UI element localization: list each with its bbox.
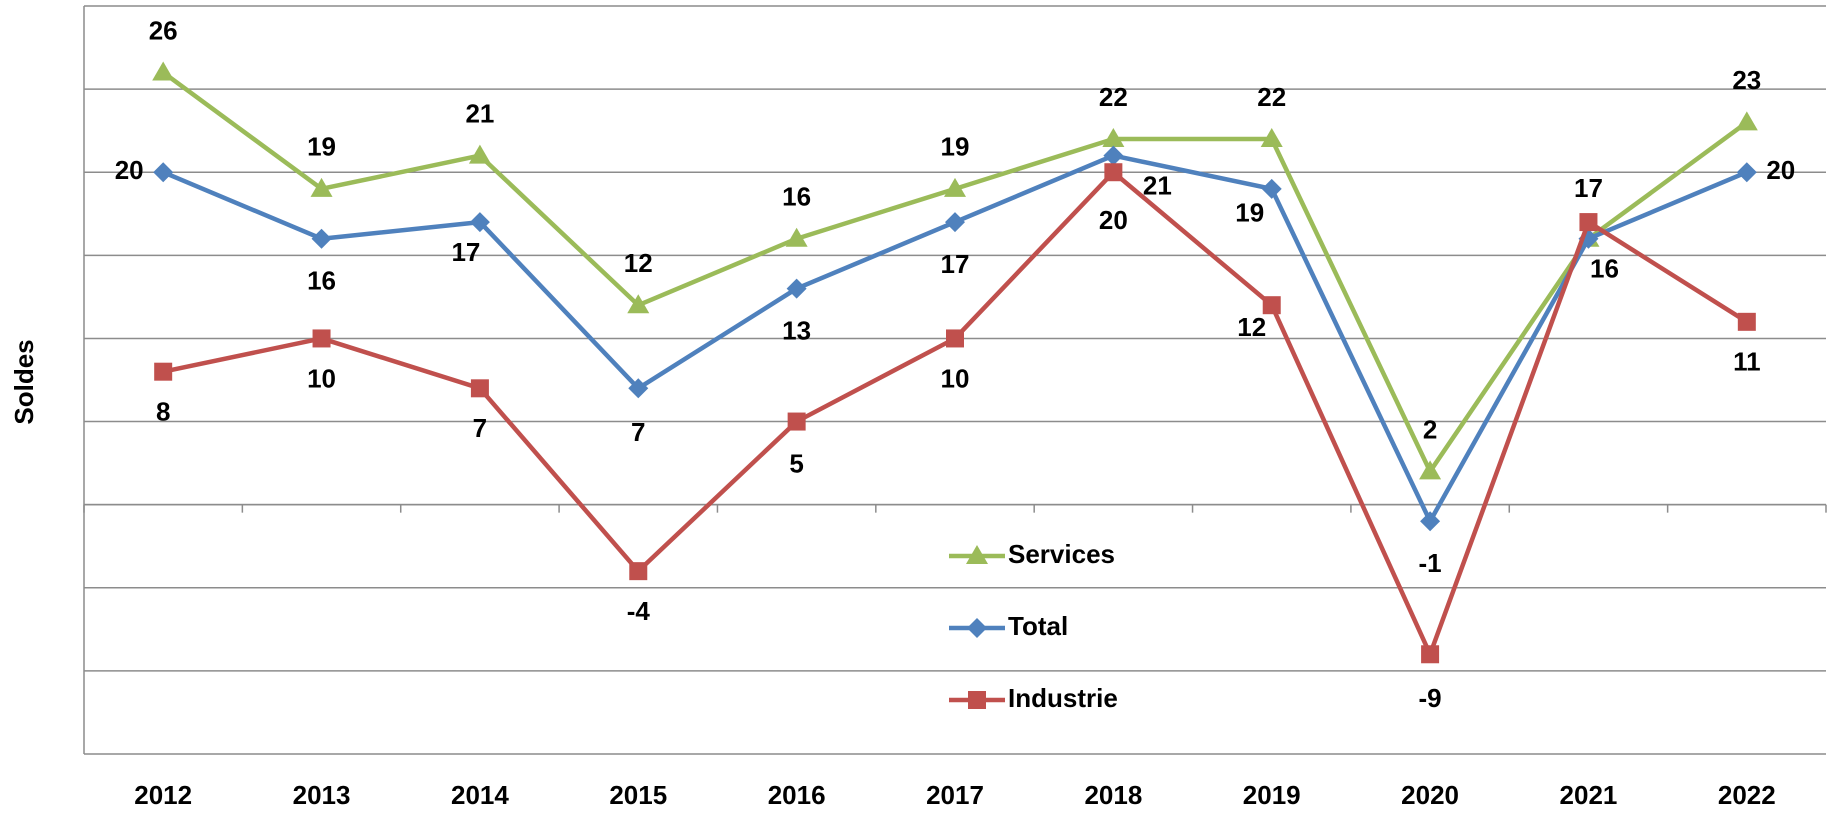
- data-point: [153, 162, 174, 183]
- data-point: [1736, 162, 1757, 183]
- data-label: 10: [941, 363, 970, 393]
- x-tick-label: 2015: [609, 780, 667, 810]
- data-label: 5: [789, 448, 803, 478]
- data-label: 11: [1733, 347, 1761, 377]
- data-point: [1420, 511, 1441, 532]
- data-label: 2: [1423, 414, 1437, 444]
- data-label: 23: [1732, 65, 1761, 95]
- data-point: [470, 379, 489, 398]
- x-tick-label: 2012: [134, 780, 192, 810]
- data-point: [1735, 111, 1758, 131]
- data-label: 16: [782, 182, 811, 212]
- data-point: [1102, 127, 1125, 147]
- x-tick-label: 2021: [1560, 780, 1618, 810]
- data-label: 20: [1766, 155, 1795, 185]
- data-label: 12: [624, 248, 653, 278]
- series-line: [162, 169, 1749, 657]
- data-label: 21: [465, 98, 494, 128]
- legend-label: Services: [1008, 539, 1115, 569]
- data-label: 10: [307, 363, 336, 393]
- data-label: 22: [1257, 82, 1286, 112]
- data-point: [311, 228, 332, 249]
- data-label: 20: [115, 155, 144, 185]
- data-point: [1262, 296, 1281, 315]
- data-point: [945, 212, 965, 233]
- data-point: [1261, 178, 1282, 199]
- data-point: [1737, 312, 1756, 331]
- data-label: -9: [1419, 683, 1442, 713]
- data-label: -1: [1419, 548, 1442, 578]
- x-tick-label: 2017: [926, 780, 984, 810]
- data-label: 26: [149, 15, 178, 45]
- legend-marker: [968, 691, 986, 709]
- legend-label: Total: [1008, 611, 1068, 641]
- data-point: [312, 329, 331, 348]
- data-label: 17: [451, 237, 480, 267]
- data-label: 22: [1099, 82, 1128, 112]
- data-point: [627, 294, 650, 314]
- data-point: [628, 378, 649, 399]
- legend-marker: [966, 545, 988, 564]
- x-tick-label: 2016: [768, 780, 826, 810]
- legend-label: Industrie: [1008, 683, 1118, 713]
- y-axis-label: Soldes: [9, 339, 39, 424]
- data-point: [1260, 127, 1283, 147]
- data-point: [1103, 145, 1124, 166]
- data-label: 12: [1237, 312, 1266, 342]
- data-label: -4: [627, 596, 651, 626]
- data-label: 20: [1099, 205, 1128, 235]
- data-point: [1104, 163, 1123, 182]
- x-tick-label: 2013: [293, 780, 351, 810]
- x-tick-label: 2020: [1401, 780, 1459, 810]
- data-point: [310, 177, 333, 197]
- data-label: 19: [1235, 198, 1264, 228]
- data-label: 19: [307, 132, 336, 162]
- data-label: 21: [1143, 170, 1172, 200]
- data-point: [1421, 645, 1440, 664]
- data-label: 8: [156, 397, 170, 427]
- data-point: [944, 177, 966, 197]
- legend-marker: [967, 618, 987, 638]
- data-label: 16: [1590, 254, 1619, 284]
- data-label: 19: [941, 132, 970, 162]
- data-label: 7: [473, 413, 487, 443]
- x-tick-label: 2019: [1243, 780, 1301, 810]
- data-point: [629, 562, 648, 581]
- data-point: [154, 362, 173, 381]
- data-point: [785, 227, 808, 247]
- data-point: [469, 212, 490, 233]
- data-point: [468, 144, 491, 164]
- data-label: 17: [941, 249, 970, 279]
- x-tick-label: 2022: [1718, 780, 1776, 810]
- x-tick-label: 2018: [1084, 780, 1142, 810]
- data-point: [787, 412, 806, 431]
- data-label: 13: [782, 315, 811, 345]
- data-point: [786, 278, 807, 299]
- data-point: [946, 329, 964, 348]
- data-point: [152, 61, 175, 81]
- data-label: 7: [631, 417, 645, 447]
- data-label: 16: [307, 266, 336, 296]
- data-label: 17: [1574, 173, 1603, 203]
- data-point: [1419, 460, 1442, 480]
- x-tick-label: 2014: [451, 780, 509, 810]
- data-point: [1579, 213, 1598, 232]
